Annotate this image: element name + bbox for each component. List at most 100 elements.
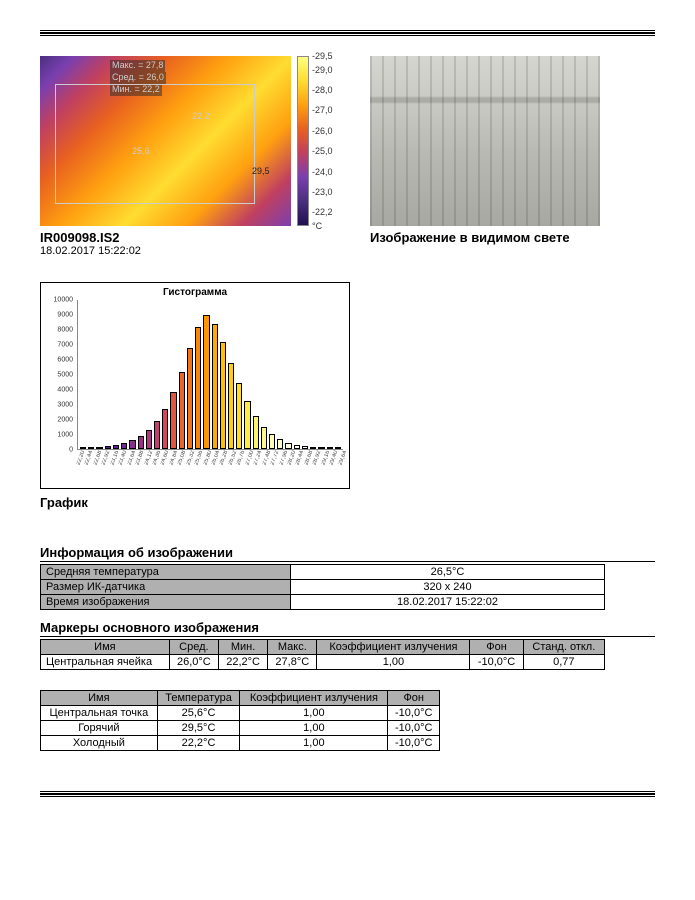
- cell: -10,0°C: [388, 721, 440, 736]
- histogram-bar: [220, 342, 226, 449]
- thermal-center-point: 25,6: [130, 146, 152, 158]
- histogram-bar: [212, 324, 218, 449]
- palette-tick: -24,0: [312, 167, 333, 177]
- thermal-block: Макс. = 27,8 Сред. = 26,0 Мин. = 22,2 22…: [40, 56, 340, 257]
- column-header: Температура: [157, 691, 240, 706]
- cell: 22,2°C: [157, 736, 240, 751]
- histogram-bar: [294, 445, 300, 449]
- histogram-bar: [261, 427, 267, 449]
- column-header: Сред.: [169, 640, 218, 655]
- palette-tick: -23,0: [312, 187, 333, 197]
- yaxis-tick: 4000: [57, 387, 73, 394]
- thermal-filename: IR009098.IS2: [40, 230, 340, 245]
- yaxis-tick: 10000: [54, 297, 73, 304]
- column-header: Имя: [41, 691, 158, 706]
- cell: 29,5°C: [157, 721, 240, 736]
- info-value: 18.02.2017 15:22:02: [291, 595, 605, 610]
- histogram-bar: [318, 447, 324, 449]
- column-header: Фон: [470, 640, 523, 655]
- histogram-bar: [253, 416, 259, 449]
- markers-heading: Маркеры основного изображения: [40, 620, 655, 637]
- top-rule: [40, 30, 655, 36]
- histogram-bar: [88, 447, 94, 449]
- palette-tick: -22,2: [312, 207, 333, 217]
- cell: 26,0°C: [169, 655, 218, 670]
- histogram-bar: [228, 363, 234, 449]
- cell: Центральная ячейка: [41, 655, 170, 670]
- histogram-bar: [187, 348, 193, 449]
- yaxis-tick: 1000: [57, 432, 73, 439]
- table-row: Центральная ячейка26,0°C22,2°C27,8°C1,00…: [41, 655, 605, 670]
- histogram-bar: [105, 446, 111, 449]
- histogram-bar: [96, 447, 102, 449]
- cell: 1,00: [240, 706, 388, 721]
- palette-scale: -29,5-29,0-28,0-27,0-26,0-25,0-24,0-23,0…: [312, 56, 340, 226]
- histogram-bar: [195, 327, 201, 449]
- histogram-bar: [244, 401, 250, 449]
- cell: 22,2°C: [218, 655, 267, 670]
- cell: -10,0°C: [388, 736, 440, 751]
- thermal-timestamp: 18.02.2017 15:22:02: [40, 245, 340, 257]
- histogram-bar: [327, 447, 333, 449]
- cell: 1,00: [240, 736, 388, 751]
- histogram-bar: [269, 434, 275, 449]
- yaxis-tick: 5000: [57, 372, 73, 379]
- histogram-bar: [138, 436, 144, 449]
- table-row: Размер ИК-датчика320 x 240: [41, 580, 605, 595]
- yaxis-tick: 0: [69, 447, 73, 454]
- image-row: Макс. = 27,8 Сред. = 26,0 Мин. = 22,2 22…: [40, 56, 655, 257]
- palette-tick: -25,0: [312, 146, 333, 156]
- points-table: ИмяТемператураКоэффициент излученияФонЦе…: [40, 690, 440, 751]
- cell: 27,8°C: [268, 655, 317, 670]
- cell: -10,0°C: [470, 655, 523, 670]
- histogram-bar: [335, 447, 341, 449]
- column-header: Макс.: [268, 640, 317, 655]
- palette-tick: -28,0: [312, 85, 333, 95]
- cell: Центральная точка: [41, 706, 158, 721]
- histogram-bar: [302, 446, 308, 449]
- info-value: 320 x 240: [291, 580, 605, 595]
- column-header: Фон: [388, 691, 440, 706]
- yaxis-tick: 3000: [57, 402, 73, 409]
- histogram-xaxis: 22,2022,4422,6822,9223,1623,4023,6423,88…: [75, 450, 343, 482]
- histogram-bar: [236, 383, 242, 449]
- thermal-max-label: Макс. = 27,8: [110, 60, 165, 72]
- yaxis-tick: 2000: [57, 417, 73, 424]
- cell: 0,77: [523, 655, 604, 670]
- table-header-row: ИмяСред.Мин.Макс.Коэффициент излученияФо…: [41, 640, 605, 655]
- table-row: Средняя температура26,5°C: [41, 565, 605, 580]
- histogram-bar: [162, 409, 168, 449]
- table-header-row: ИмяТемператураКоэффициент излученияФон: [41, 691, 440, 706]
- yaxis-tick: 9000: [57, 312, 73, 319]
- histogram-bar: [170, 392, 176, 449]
- thermal-roi-box: [55, 84, 255, 204]
- histogram-bars: [77, 300, 343, 450]
- histogram-caption: График: [40, 495, 350, 510]
- palette-tick: -27,0: [312, 105, 333, 115]
- visible-block: Изображение в видимом свете: [370, 56, 600, 257]
- info-label: Время изображения: [41, 595, 291, 610]
- visible-caption: Изображение в видимом свете: [370, 230, 600, 245]
- histogram-bar: [310, 447, 316, 449]
- info-heading: Информация об изображении: [40, 545, 655, 562]
- histogram-bar: [129, 440, 135, 449]
- histogram-bar: [179, 372, 185, 449]
- table-row: Центральная точка25,6°C1,00-10,0°C: [41, 706, 440, 721]
- thermal-cold-point: 22,2: [190, 111, 212, 123]
- histogram-bar: [80, 447, 86, 449]
- column-header: Коэффициент излучения: [317, 640, 470, 655]
- histogram-bar: [154, 421, 160, 449]
- histogram-bar: [203, 315, 209, 449]
- cell: 1,00: [240, 721, 388, 736]
- histogram-bar: [121, 443, 127, 449]
- info-label: Средняя температура: [41, 565, 291, 580]
- histogram-bar: [277, 439, 283, 449]
- markers-table: ИмяСред.Мин.Макс.Коэффициент излученияФо…: [40, 639, 605, 670]
- column-header: Станд. откл.: [523, 640, 604, 655]
- column-header: Имя: [41, 640, 170, 655]
- visible-image: [370, 56, 600, 226]
- palette-tick: -29,5: [312, 51, 333, 61]
- palette-tick: -29,0: [312, 65, 333, 75]
- info-table: Средняя температура26,5°CРазмер ИК-датчи…: [40, 564, 605, 610]
- yaxis-tick: 6000: [57, 357, 73, 364]
